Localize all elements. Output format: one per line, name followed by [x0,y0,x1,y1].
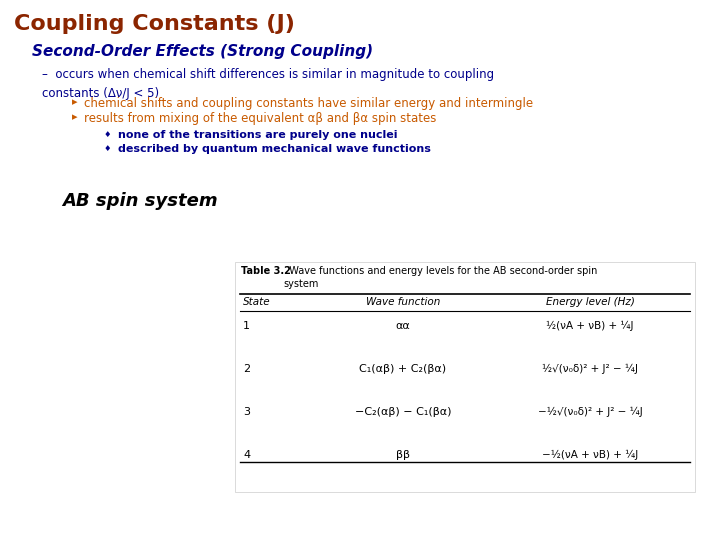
Text: none of the transitions are purely one nuclei: none of the transitions are purely one n… [118,130,397,140]
Text: Coupling Constants (J): Coupling Constants (J) [14,14,295,34]
Text: Second-Order Effects (Strong Coupling): Second-Order Effects (Strong Coupling) [32,44,373,59]
Text: 4: 4 [243,450,250,460]
Text: Energy level (Hz): Energy level (Hz) [546,297,634,307]
Text: ½√(ν₀δ)² + J² − ¼J: ½√(ν₀δ)² + J² − ¼J [542,364,638,374]
Text: ♦: ♦ [104,130,112,139]
FancyBboxPatch shape [235,262,695,492]
Text: −½√(ν₀δ)² + J² − ¼J: −½√(ν₀δ)² + J² − ¼J [538,407,642,417]
Text: −C₂(αβ) − C₁(βα): −C₂(αβ) − C₁(βα) [355,407,451,417]
Text: 2: 2 [243,364,250,374]
Text: ▸: ▸ [72,97,78,107]
Text: −½(νA + νB) + ¼J: −½(νA + νB) + ¼J [542,450,638,460]
Text: –  occurs when chemical shift differences is similar in magnitude to coupling
co: – occurs when chemical shift differences… [42,68,494,100]
Text: ♦: ♦ [104,144,112,153]
Text: State: State [243,297,271,307]
Text: Table 3.2: Table 3.2 [241,266,291,276]
Text: ▸: ▸ [72,112,78,122]
Text: 1: 1 [243,321,250,331]
Text: C₁(αβ) + C₂(βα): C₁(αβ) + C₂(βα) [359,364,446,374]
Text: AB spin system: AB spin system [62,192,217,210]
Text: described by quantum mechanical wave functions: described by quantum mechanical wave fun… [118,144,431,154]
Text: chemical shifts and coupling constants have similar energy and intermingle: chemical shifts and coupling constants h… [84,97,533,110]
Text: Wave functions and energy levels for the AB second-order spin
system: Wave functions and energy levels for the… [283,266,598,289]
Text: results from mixing of the equivalent αβ and βα spin states: results from mixing of the equivalent αβ… [84,112,436,125]
Text: αα: αα [395,321,410,331]
Text: Wave function: Wave function [366,297,440,307]
Text: 3: 3 [243,407,250,417]
Text: ½(νA + νB) + ¼J: ½(νA + νB) + ¼J [546,321,634,331]
Text: ββ: ββ [396,450,410,460]
